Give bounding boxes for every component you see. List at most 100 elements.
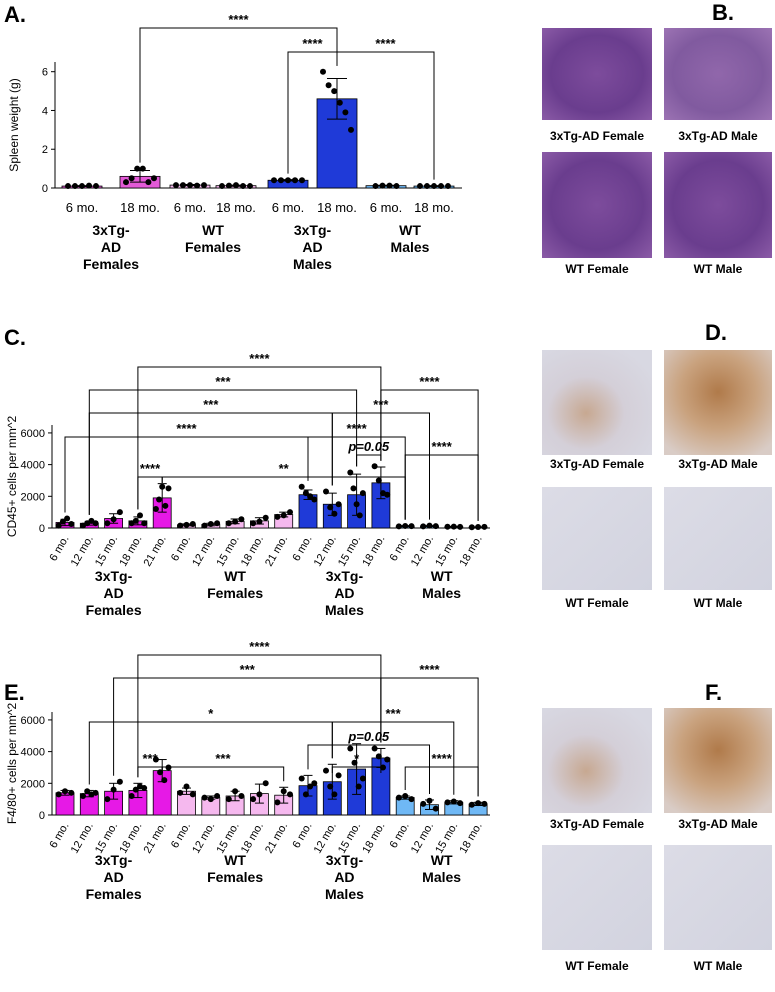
ihc-image [542,350,652,455]
data-point [302,490,309,497]
data-point [189,791,196,798]
data-point [311,496,318,503]
data-point [468,524,475,531]
x-tick-label: 15 mo. [93,534,120,569]
x-tick-label: 15 mo. [214,534,241,569]
y-tick-label: 4000 [21,747,45,759]
ihc-image [542,845,652,950]
data-point [68,521,75,528]
x-tick-label: 6 mo. [290,821,314,851]
x-tick-label: 15 mo. [433,821,460,856]
histology-image [664,152,772,258]
data-point [104,520,111,527]
x-tick-label: 18 mo. [360,821,387,856]
data-point [214,520,221,527]
data-point [420,523,427,530]
data-point [420,800,427,807]
image-label: WT Female [565,596,629,610]
y-tick-label: 0 [39,810,45,822]
data-point [285,177,291,184]
data-point [92,520,99,527]
significance-label: **** [228,12,249,27]
data-point [347,469,354,476]
data-point [152,756,159,763]
significance-label: *** [373,397,389,412]
data-point [347,745,354,752]
x-tick-label: 12 mo. [312,821,339,856]
data-point [274,799,281,806]
data-point [238,516,245,523]
data-point [327,504,334,511]
data-point [128,175,135,182]
y-tick-label: 2000 [21,778,45,790]
data-point [384,756,391,763]
significance-label: p=0.05 [347,729,390,744]
data-point [384,491,391,498]
panel-letter: D. [705,320,727,345]
data-point [307,493,314,500]
data-point [335,772,342,779]
data-point [359,490,366,497]
data-point [327,783,334,790]
ihc-image [664,845,772,950]
data-point [159,483,166,490]
image-label: 3xTg-AD Female [550,129,644,143]
ihc-image [664,487,772,590]
significance-label: **** [249,639,270,654]
significance-label: ** [279,461,290,476]
data-point [55,791,62,798]
data-point [201,522,208,529]
data-point [287,791,293,798]
x-tick-label: 6 mo. [272,200,305,215]
x-tick-label: 6 mo. [169,534,193,564]
data-point [408,796,415,803]
ihc-image [664,708,772,813]
significance-label: **** [432,751,453,766]
significance-label: *** [215,751,231,766]
data-point [86,182,92,189]
y-axis-label: CD45+ cells per mm^2 [5,416,19,538]
data-point [201,182,207,189]
data-point [342,109,349,116]
x-tick-label: 15 mo. [433,534,460,569]
data-point [323,767,329,774]
x-tick-label: 12 mo. [409,821,436,856]
significance-label: * [354,751,360,766]
data-point [72,183,78,190]
significance-label: **** [302,36,323,51]
data-point [350,485,357,492]
data-point [157,769,164,776]
x-tick-label: 6 mo. [388,534,412,564]
significance-label: **** [140,461,161,476]
x-tick-label: 12 mo. [190,534,217,569]
x-tick-label: 18 mo. [117,821,144,856]
data-point [331,88,338,95]
data-point [375,477,382,484]
data-point [93,183,99,190]
y-tick-label: 6 [42,67,48,79]
significance-bracket [161,476,406,520]
x-tick-label: 6 mo. [47,821,71,851]
data-point [307,783,314,790]
x-tick-label: 18 mo. [120,200,160,215]
data-point [177,522,184,529]
data-point [250,520,257,527]
data-point [256,518,263,525]
data-point [386,182,393,189]
data-point [395,794,402,801]
data-point [331,510,338,517]
data-point [207,796,214,803]
data-point [320,68,326,75]
data-point [262,780,269,787]
y-tick-label: 0 [42,183,48,195]
group-label: WT Males [422,852,462,885]
significance-label: *** [240,662,256,677]
x-tick-label: 12 mo. [409,534,436,569]
data-point [104,796,111,803]
x-tick-label: 6 mo. [174,200,207,215]
data-point [68,789,75,796]
data-point [232,518,239,525]
y-tick-label: 6000 [21,715,45,727]
data-point [225,796,232,803]
data-point [132,517,139,524]
